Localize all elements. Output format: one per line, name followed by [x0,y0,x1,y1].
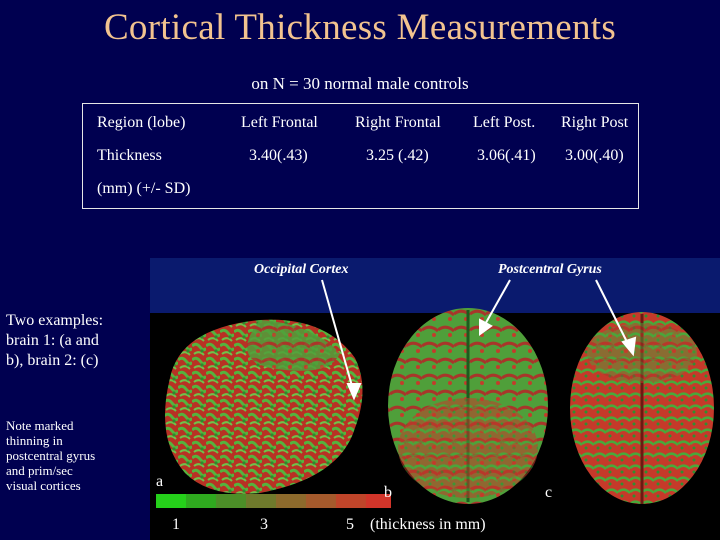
annotation-arrows [321,279,637,401]
label-occipital-cortex: Occipital Cortex [254,262,349,277]
panel-label-a: a [156,473,164,490]
scale-label-3: 3 [260,516,268,533]
table-row-unit: (mm) (+/- SD) [97,180,191,197]
brain-figure: Occipital Cortex Postcentral Gyrus a b c [150,258,720,540]
note-line-3: postcentral gyrus [6,448,96,463]
panel-label-c: c [545,484,553,501]
table-header-right-post: Right Post [561,114,629,131]
table-header-left-frontal: Left Frontal [241,114,318,131]
table-value-right-frontal: 3.25 (.42) [366,147,429,164]
brain-illustration [156,279,714,508]
scale-label-1: 1 [172,516,180,533]
table-header-region: Region (lobe) [97,114,186,131]
panel-label-b: b [384,484,392,501]
slide-subtitle: on N = 30 normal male controls [251,74,469,93]
note-line-5: visual cortices [6,478,81,493]
figure-header-band [150,258,720,313]
scale-unit: (thickness in mm) [370,516,486,533]
note-line-4: and prim/sec [6,463,73,478]
table-header-left-post: Left Post. [473,114,536,131]
table-value-left-frontal: 3.40(.43) [249,147,308,164]
note-block: Note marked thinning in postcentral gyru… [6,418,126,493]
label-postcentral-gyrus: Postcentral Gyrus [498,262,602,277]
side-text-line-3: b), brain 2: (c) [6,352,99,369]
thickness-color-scale [156,494,391,508]
slide-title: Cortical Thickness Measurements [103,7,617,48]
note-line-1: Note marked [6,418,74,433]
table-row-label: Thickness [97,147,162,164]
table-header-right-frontal: Right Frontal [355,114,441,131]
side-text-line-2: brain 1: (a and [6,332,99,349]
thickness-table: Region (lobe) Left Frontal Right Frontal… [82,103,639,209]
scale-label-5: 5 [346,516,354,533]
table-value-left-post: 3.06(.41) [477,147,536,164]
note-line-2: thinning in [6,433,63,448]
side-text-line-1: Two examples: [6,312,104,329]
table-value-right-post: 3.00(.40) [565,147,624,164]
